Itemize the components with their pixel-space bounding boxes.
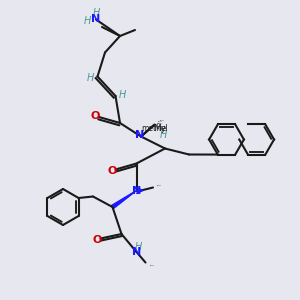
- Text: N: N: [135, 130, 144, 140]
- Text: methyl: methyl: [157, 123, 161, 124]
- Text: methyl: methyl: [160, 120, 164, 121]
- Text: H: H: [134, 242, 142, 252]
- Text: N: N: [92, 14, 100, 25]
- Text: Me: Me: [154, 124, 167, 133]
- Text: H: H: [118, 89, 126, 100]
- Text: H: H: [84, 16, 91, 26]
- Text: H: H: [160, 130, 167, 140]
- Text: methyl: methyl: [158, 123, 162, 124]
- Text: N: N: [132, 247, 141, 257]
- Text: methyl: methyl: [150, 264, 155, 266]
- Text: N: N: [132, 185, 141, 196]
- Text: methyl: methyl: [158, 121, 163, 122]
- Text: methyl: methyl: [157, 185, 161, 186]
- Text: O: O: [108, 166, 117, 176]
- Text: H: H: [87, 73, 94, 83]
- Text: methyl: methyl: [141, 124, 168, 133]
- Text: O: O: [92, 235, 102, 245]
- Text: H: H: [92, 8, 100, 18]
- Text: O: O: [91, 110, 100, 121]
- Polygon shape: [112, 190, 136, 208]
